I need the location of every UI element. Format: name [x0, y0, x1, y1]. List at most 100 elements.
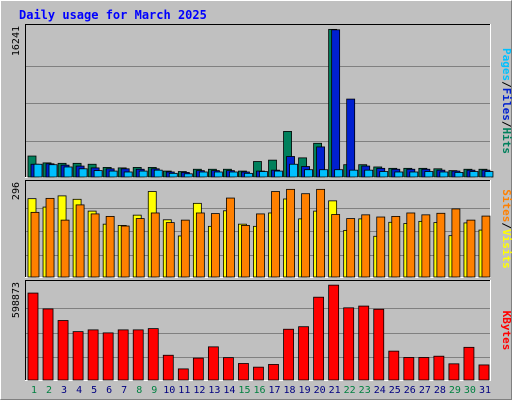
bar-kbytes-day-5	[87, 329, 99, 381]
x-tick-label-day-29: 29	[449, 385, 461, 396]
bar-pages-day-24	[379, 171, 389, 178]
bar-sites-day-12	[195, 212, 205, 278]
x-tick-label-day-5: 5	[91, 385, 97, 396]
bar-pages-day-11	[183, 173, 193, 178]
bar-pages-day-19	[304, 169, 313, 178]
panel-border-light	[25, 280, 491, 381]
bar-kbytes-day-26	[403, 357, 415, 381]
bar-kbytes-day-6	[102, 332, 114, 381]
bar-kbytes-day-16	[253, 366, 264, 381]
bar-sites-day-17	[271, 191, 280, 278]
bar-pages-day-17	[274, 170, 283, 178]
bar-pages-day-4	[78, 168, 88, 178]
bar-sites-day-7	[120, 225, 130, 278]
x-tick-label-day-15: 15	[238, 385, 250, 396]
legend-separator: /	[500, 81, 512, 88]
x-tick-label-day-8: 8	[136, 385, 142, 396]
bar-pages-day-7	[123, 171, 133, 178]
bar-pages-day-1	[33, 163, 43, 178]
x-tick-label-day-23: 23	[359, 385, 371, 396]
bar-sites-day-13	[210, 213, 220, 278]
bar-kbytes-day-2	[42, 308, 54, 381]
legend-item-kbytes: KBytes	[500, 311, 512, 351]
bar-kbytes-day-28	[433, 355, 445, 381]
legend-item-visits: Visits	[500, 229, 512, 269]
bar-kbytes-day-12	[192, 357, 204, 381]
legend-middle: Sites/Visits	[500, 189, 512, 269]
bar-sites-day-10	[165, 222, 175, 278]
bar-pages-day-29	[454, 172, 464, 178]
bar-pages-day-18	[289, 163, 298, 178]
bar-pages-day-25	[394, 171, 404, 178]
x-tick-label-day-16: 16	[253, 385, 265, 396]
bar-pages-day-26	[409, 171, 419, 178]
bar-kbytes-day-1	[27, 292, 39, 381]
x-tick-label-day-30: 30	[464, 385, 476, 396]
bar-kbytes-day-15	[238, 363, 249, 381]
bar-sites-day-16	[256, 213, 265, 278]
x-tick-label-day-26: 26	[404, 385, 416, 396]
bar-kbytes-day-21	[328, 284, 340, 381]
x-tick-label-day-22: 22	[344, 385, 356, 396]
bar-pages-day-10	[168, 172, 178, 178]
y-axis-max-label: 598873	[11, 282, 22, 318]
legend-separator: /	[500, 121, 512, 128]
x-tick-label-day-10: 10	[163, 385, 175, 396]
bar-kbytes-day-8	[132, 329, 144, 381]
bar-kbytes-day-14	[223, 357, 234, 381]
bar-kbytes-day-4	[72, 331, 84, 381]
legend-item-pages: Pages	[500, 48, 512, 81]
bar-pages-day-16	[259, 171, 268, 178]
x-tick-label-day-24: 24	[374, 385, 386, 396]
bar-sites-day-3	[60, 219, 70, 278]
bar-kbytes-day-30	[463, 346, 475, 381]
bar-sites-day-20	[316, 188, 326, 278]
panel-border-dark	[25, 24, 491, 178]
bar-kbytes-day-29	[448, 363, 460, 381]
x-tick-label-day-6: 6	[106, 385, 112, 396]
bar-pages-day-9	[153, 169, 163, 178]
bar-kbytes-day-19	[298, 326, 309, 381]
bar-kbytes-day-18	[283, 328, 294, 381]
x-tick-label-day-14: 14	[223, 385, 235, 396]
legend-top: Pages/Files/Hits	[500, 48, 512, 154]
bar-sites-day-9	[150, 212, 160, 278]
bar-kbytes-day-13	[207, 346, 219, 381]
bar-sites-day-4	[75, 204, 85, 278]
x-tick-label-day-19: 19	[299, 385, 311, 396]
bar-kbytes-day-9	[147, 328, 159, 381]
bar-pages-day-3	[63, 166, 73, 178]
bar-sites-day-2	[45, 197, 55, 278]
bar-sites-day-23	[361, 214, 371, 278]
bar-sites-day-28	[436, 212, 446, 278]
legend-item-sites: Sites	[500, 189, 512, 222]
x-tick-label-day-27: 27	[419, 385, 431, 396]
legend-bottom: KBytes	[500, 311, 512, 351]
bar-sites-day-8	[135, 218, 145, 278]
panel-top	[25, 24, 491, 178]
bar-pages-day-21	[334, 169, 344, 178]
legend-item-hits: Hits	[500, 128, 512, 155]
bar-pages-day-28	[439, 171, 449, 178]
bar-sites-day-5	[90, 213, 100, 278]
bar-sites-day-30	[466, 219, 476, 278]
bar-kbytes-day-25	[388, 350, 400, 381]
bar-pages-day-15	[244, 172, 253, 178]
bar-sites-day-19	[301, 193, 310, 278]
panel-border-light	[25, 24, 491, 178]
bar-pages-day-8	[138, 170, 148, 178]
bar-kbytes-day-27	[418, 357, 430, 381]
x-tick-label-day-25: 25	[389, 385, 401, 396]
bar-pages-day-30	[469, 171, 479, 178]
bar-kbytes-day-24	[373, 308, 385, 381]
bar-kbytes-day-31	[478, 364, 490, 381]
panel-border-light	[25, 180, 491, 278]
bar-kbytes-day-22	[343, 307, 355, 381]
y-axis-max-label: 16241	[11, 26, 22, 56]
x-tick-label-day-21: 21	[329, 385, 341, 396]
y-axis-max-label: 296	[11, 182, 22, 200]
bar-pages-day-20	[319, 169, 329, 178]
bar-kbytes-day-17	[268, 364, 279, 381]
x-tick-label-day-1: 1	[31, 385, 37, 396]
